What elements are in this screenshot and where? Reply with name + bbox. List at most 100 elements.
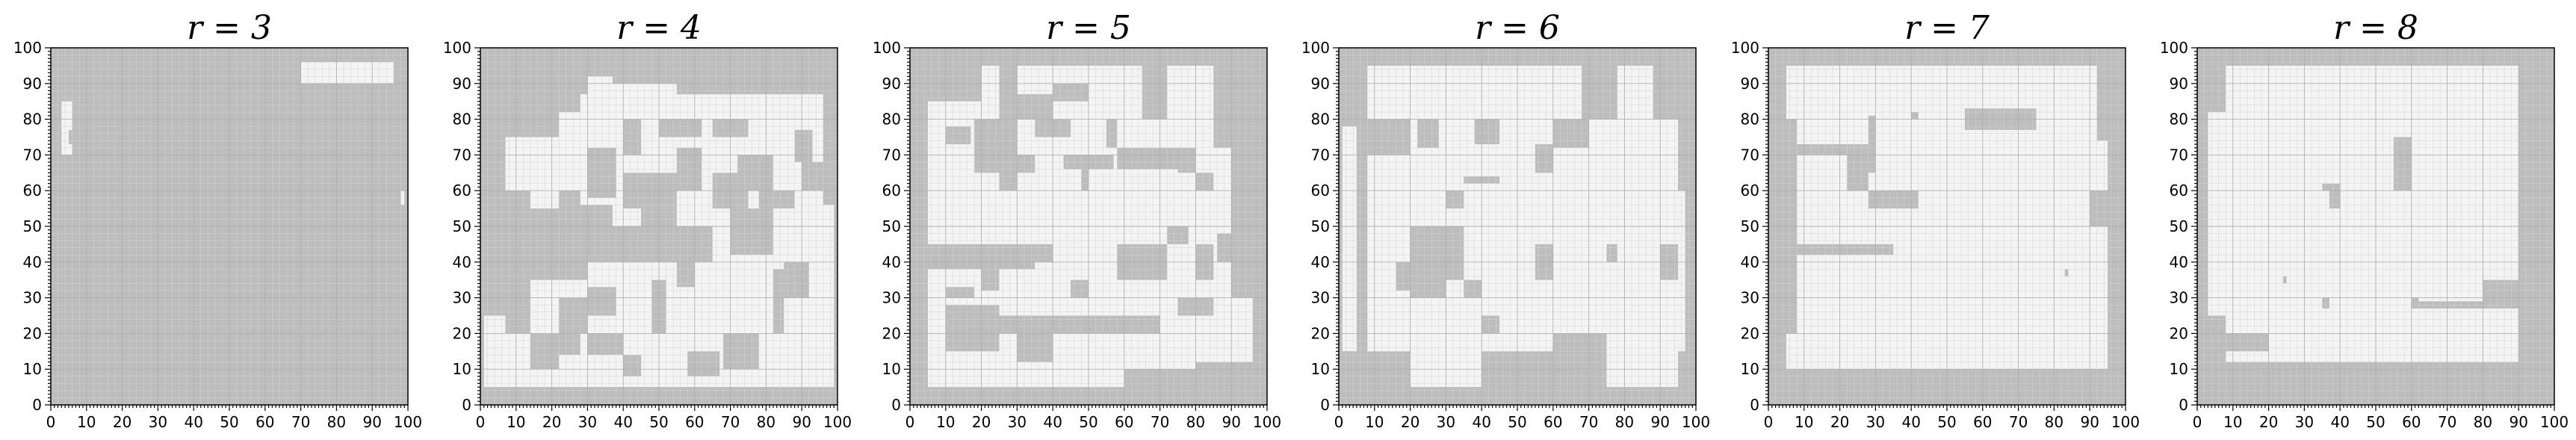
- obstacle-cell: [336, 133, 355, 155]
- y-tick-label: 50: [1311, 217, 1330, 235]
- x-tick-label: 10: [936, 413, 955, 431]
- obstacle-cell: [300, 119, 337, 155]
- obstacle-cell: [2214, 333, 2269, 352]
- x-tick-label: 50: [220, 413, 238, 431]
- x-tick-label: 100: [2111, 413, 2140, 431]
- obstacle-cell: [580, 205, 613, 226]
- x-tick-label: 50: [1079, 413, 1097, 431]
- y-tick-label: 50: [23, 217, 42, 235]
- x-tick-label: 40: [2330, 413, 2349, 431]
- obstacle-cell: [641, 226, 713, 262]
- x-tick-label: 0: [2193, 413, 2202, 431]
- obstacle-cell: [1606, 387, 1661, 405]
- x-tick-label: 80: [757, 413, 775, 431]
- x-tick-label: 10: [1795, 413, 1813, 431]
- y-tick-label: 90: [23, 75, 42, 93]
- obstacle-cell: [79, 147, 130, 159]
- obstacle-cell: [1771, 48, 2125, 66]
- obstacle-cell: [2393, 137, 2412, 191]
- x-tick-label: 50: [2366, 413, 2385, 431]
- obstacle-cell: [1868, 190, 1919, 209]
- y-tick-label: 80: [1741, 111, 1759, 128]
- obstacle-cell: [2200, 315, 2215, 334]
- obstacle-cell: [580, 226, 642, 262]
- x-tick-label: 80: [1186, 413, 1205, 431]
- obstacle-cell: [1481, 351, 1607, 405]
- grid-panel-2: 00 10 10 20 20 30 30 40 40 50 50 60 60 70 70 80 80 90 90 10…: [443, 9, 852, 431]
- y-tick-label: 20: [882, 324, 901, 342]
- y-tick-label: 40: [23, 253, 42, 271]
- x-tick-label: 20: [1401, 413, 1419, 431]
- y-tick-label: 80: [453, 111, 471, 128]
- grid-panel-1: 00 10 10 20 20 30 30 40 40 50 50 60 60 70 70 80 80 90 90 10…: [13, 9, 422, 431]
- obstacle-cell: [1438, 226, 1464, 280]
- obstacle-cell: [1464, 279, 1482, 298]
- obstacle-cell: [2536, 83, 2554, 120]
- y-tick-label: 90: [453, 75, 471, 93]
- x-tick-label: 0: [905, 413, 915, 431]
- y-tick-label: 100: [13, 39, 42, 57]
- x-tick-label: 70: [2438, 413, 2456, 431]
- obstacle-cell: [79, 105, 130, 130]
- x-tick-label: 90: [362, 413, 381, 431]
- y-tick-label: 90: [1311, 75, 1330, 93]
- y-tick-label: 60: [882, 182, 901, 199]
- obstacle-cell: [1410, 387, 1446, 405]
- obstacle-cell: [1868, 115, 1876, 173]
- obstacle-cell: [1213, 65, 1232, 148]
- x-tick-label: 70: [291, 413, 310, 431]
- obstacle-cell: [264, 105, 301, 238]
- free-region: [2208, 112, 2226, 316]
- y-tick-label: 70: [453, 146, 471, 164]
- x-tick-label: 50: [1508, 413, 1526, 431]
- obstacle-cell: [559, 48, 580, 113]
- x-tick-label: 90: [1222, 413, 1240, 431]
- grid-panel-6: 00 10 10 20 20 30 30 40 40 50 50 60 60 70 70 80 80 90 90 10…: [2160, 9, 2569, 431]
- panel-title: r = 3: [187, 9, 272, 47]
- obstacle-cell: [999, 65, 1018, 191]
- x-tick-label: 40: [1472, 413, 1490, 431]
- x-tick-label: 100: [2540, 413, 2569, 431]
- x-tick-label: 80: [2474, 413, 2492, 431]
- x-tick-label: 40: [1043, 413, 1062, 431]
- obstacle-cell: [2200, 65, 2226, 113]
- x-tick-label: 100: [1253, 413, 1281, 431]
- obstacle-cell: [93, 261, 116, 326]
- free-region: [823, 205, 835, 398]
- obstacle-cell: [1356, 119, 1411, 155]
- obstacle-cell: [1142, 65, 1168, 120]
- x-tick-label: 60: [1973, 413, 1992, 431]
- y-tick-label: 90: [2170, 75, 2188, 93]
- obstacle-cell: [1167, 226, 1189, 244]
- obstacle-cell: [1117, 147, 1178, 170]
- x-tick-label: 10: [77, 413, 96, 431]
- panel-title: r = 5: [1046, 9, 1131, 47]
- y-tick-label: 80: [1311, 111, 1330, 128]
- obstacle-cell: [68, 129, 80, 145]
- obstacle-cell: [282, 369, 301, 388]
- x-tick-label: 40: [184, 413, 202, 431]
- x-tick-label: 20: [113, 413, 131, 431]
- obstacle-cell: [1017, 94, 1053, 120]
- x-tick-label: 40: [1901, 413, 1920, 431]
- obstacle-cell: [927, 387, 1124, 398]
- obstacle-cell: [282, 241, 301, 262]
- x-tick-label: 10: [2223, 413, 2242, 431]
- y-tick-label: 20: [1741, 324, 1759, 342]
- obstacle-cell: [2064, 269, 2069, 276]
- x-tick-label: 60: [2402, 413, 2421, 431]
- y-tick-label: 30: [882, 289, 901, 307]
- free-region: [2226, 65, 2537, 362]
- x-tick-label: 0: [1764, 413, 1774, 431]
- y-tick-label: 50: [453, 217, 471, 235]
- y-tick-label: 30: [1741, 289, 1759, 307]
- obstacle-cell: [505, 226, 588, 280]
- free-region: [61, 101, 72, 155]
- x-tick-label: 20: [542, 413, 561, 431]
- y-tick-label: 70: [2170, 146, 2188, 164]
- y-tick-label: 0: [891, 396, 901, 414]
- obstacle-cell: [1481, 315, 1500, 334]
- x-tick-label: 80: [327, 413, 346, 431]
- y-tick-label: 30: [23, 289, 42, 307]
- obstacle-cell: [927, 48, 1267, 66]
